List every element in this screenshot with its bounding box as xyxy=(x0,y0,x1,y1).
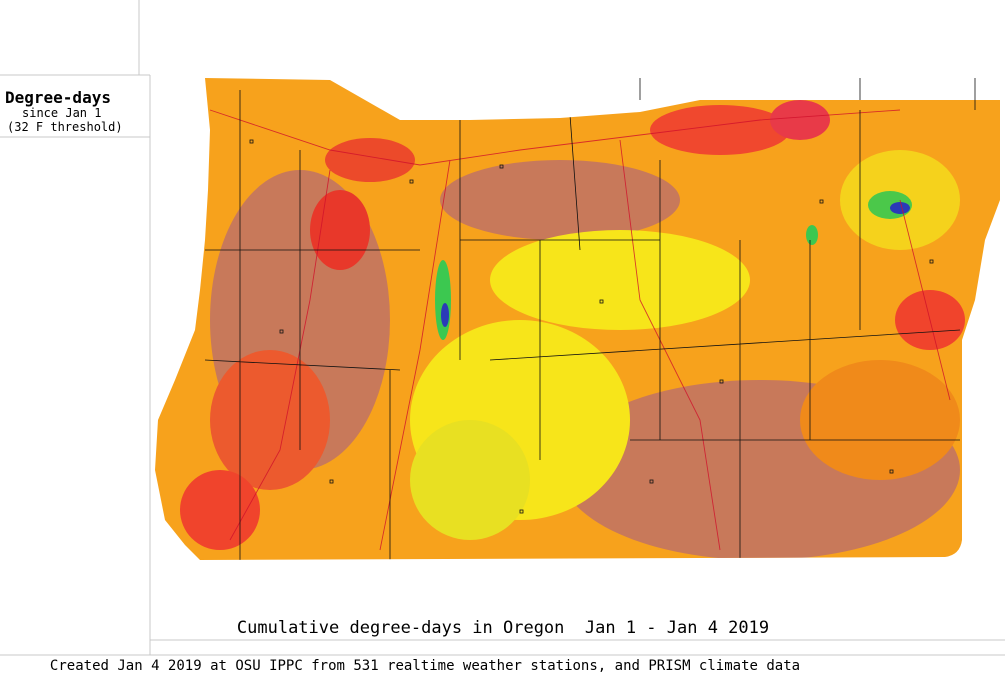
station xyxy=(279,329,284,334)
legend-note: (32 F threshold) xyxy=(7,120,123,134)
station xyxy=(329,479,334,484)
station xyxy=(519,509,524,514)
legend-subtitle: since Jan 1 xyxy=(22,106,101,120)
station xyxy=(599,299,604,304)
station xyxy=(819,199,824,204)
station xyxy=(929,259,934,264)
legend-title: Degree-days xyxy=(5,88,111,107)
station xyxy=(409,179,414,184)
footer-credit: Created Jan 4 2019 at OSU IPPC from 531 … xyxy=(50,658,800,674)
station xyxy=(499,164,504,169)
station-markers xyxy=(249,139,934,514)
border-line xyxy=(639,78,976,110)
station xyxy=(649,479,654,484)
station xyxy=(249,139,254,144)
station xyxy=(889,469,894,474)
map-title: Cumulative degree-days in Oregon Jan 1 -… xyxy=(237,618,769,638)
degree-day-map xyxy=(155,78,1000,560)
station xyxy=(719,379,724,384)
